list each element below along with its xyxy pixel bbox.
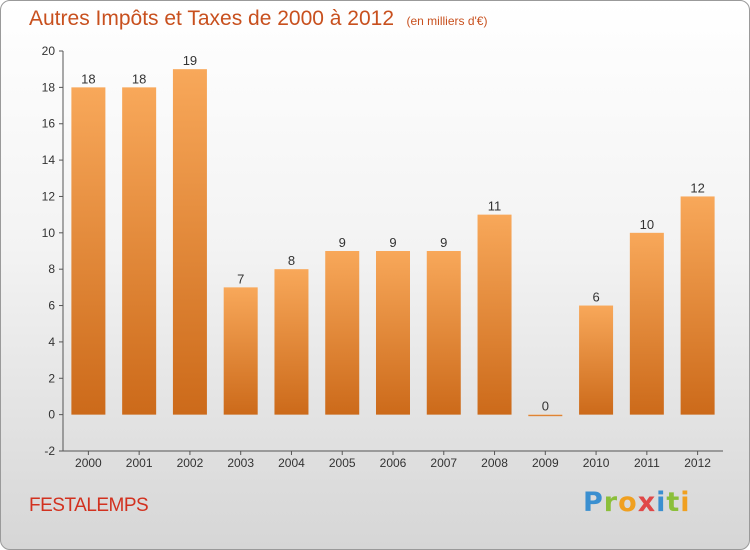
bar <box>579 305 614 415</box>
x-tick-label: 2005 <box>329 456 356 470</box>
y-tick-label: 14 <box>42 153 56 167</box>
x-tick-label: 2002 <box>177 456 204 470</box>
commune-name: FESTALEMPS <box>29 495 149 516</box>
data-label: 18 <box>81 71 95 86</box>
x-tick-label: 2011 <box>634 456 660 470</box>
logo-letter: P <box>583 487 604 518</box>
proxiti-logo[interactable]: Proxiti <box>583 487 691 518</box>
x-tick-label: 2000 <box>75 456 102 470</box>
logo-letter: o <box>618 487 638 518</box>
bar <box>122 87 157 415</box>
y-tick-label: 16 <box>42 117 56 131</box>
data-label: 11 <box>488 199 502 214</box>
chart-unit: (en milliers d'€) <box>406 14 488 28</box>
logo-letter: x <box>637 487 657 518</box>
logo-letter: i <box>656 487 667 518</box>
data-label: 9 <box>440 235 447 250</box>
bar <box>376 251 410 415</box>
bar <box>629 232 664 415</box>
bar <box>477 214 512 415</box>
data-label: 19 <box>183 53 197 68</box>
y-tick-label: 20 <box>42 44 56 58</box>
y-tick-label: 4 <box>48 335 55 349</box>
y-tick-label: 18 <box>42 80 56 94</box>
x-tick-label: 2004 <box>278 456 305 470</box>
title-row: Autres Impôts et Taxes de 2000 à 2012 (e… <box>29 7 487 31</box>
logo-letter: i <box>680 487 691 518</box>
y-tick-label: 2 <box>48 371 55 385</box>
chart-title: Autres Impôts et Taxes de 2000 à 2012 <box>29 7 395 30</box>
data-label: 18 <box>132 71 146 86</box>
y-tick-label: 0 <box>48 408 55 422</box>
data-label: 9 <box>339 235 346 250</box>
y-tick-label: 12 <box>42 189 56 203</box>
data-label: 12 <box>690 180 704 195</box>
data-label: 9 <box>389 235 396 250</box>
bar <box>172 69 207 415</box>
logo-letter: r <box>603 487 619 518</box>
x-tick-label: 2009 <box>532 456 559 470</box>
bar <box>325 251 360 415</box>
bar <box>274 269 309 415</box>
y-tick-label: -2 <box>44 444 55 458</box>
data-label: 10 <box>640 217 654 232</box>
logo-letter: t <box>666 487 681 518</box>
x-tick-label: 2010 <box>583 456 610 470</box>
label-layer: 2000 18 2001 18 2002 19 2003 7 2004 8 2005 9 2006 9 20… <box>75 53 711 470</box>
y-tick-label: 6 <box>48 299 55 313</box>
x-tick-label: 2006 <box>380 456 407 470</box>
bar <box>426 251 461 415</box>
data-label: 8 <box>288 253 295 268</box>
data-label: 0 <box>542 399 549 414</box>
x-tick-label: 2001 <box>126 456 153 470</box>
data-label: 7 <box>237 271 244 286</box>
y-tick-label: 8 <box>48 262 55 276</box>
x-tick-label: 2008 <box>481 456 508 470</box>
bar <box>71 87 106 415</box>
data-label: 6 <box>592 290 599 305</box>
x-tick-label: 2003 <box>227 456 254 470</box>
bar-layer <box>71 69 715 417</box>
x-tick-label: 2007 <box>430 456 457 470</box>
bar <box>528 414 563 417</box>
x-tick-label: 2012 <box>684 456 711 470</box>
axis-layer: -2 0 2 4 6 8 10 12 14 16 18 20 <box>42 44 723 458</box>
bar <box>680 196 715 415</box>
y-tick-label: 10 <box>42 226 56 240</box>
bar <box>223 287 258 415</box>
